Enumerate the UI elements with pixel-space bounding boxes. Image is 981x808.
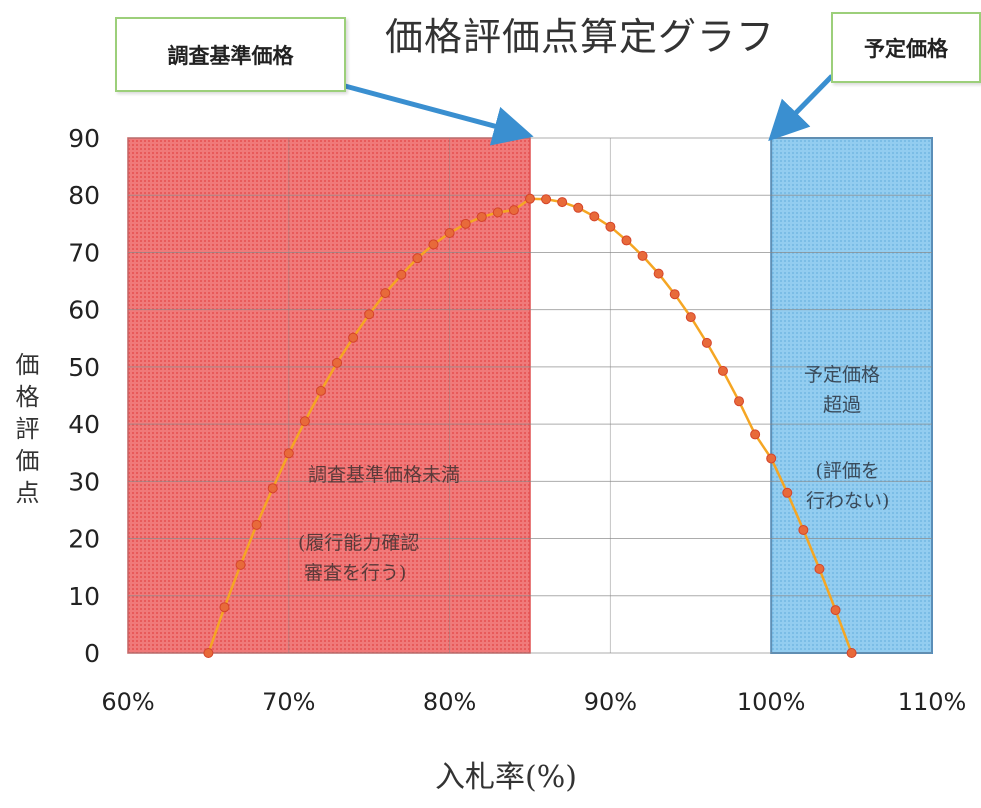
data-point [476,211,487,222]
y-tick-label: 50 [68,353,100,382]
y-tick-label: 90 [68,124,100,153]
data-point [283,448,294,459]
data-point [492,207,503,218]
x-tick-label: 90% [584,688,637,716]
y-tick-label: 10 [68,582,100,611]
not-evaluated-note: (評価を 行わない) [806,460,890,512]
data-point [701,337,712,348]
x-tick-label: 110% [898,688,967,716]
data-point [685,312,696,323]
data-point [203,648,214,658]
data-point [750,429,761,440]
data-point [460,218,471,229]
y-tick-label: 40 [68,410,100,439]
x-axis-label: 入札率(%) [435,760,577,795]
capability-review-note: (履行能力確認 審査を行う) [298,532,420,584]
data-point [573,202,584,213]
data-point [589,211,600,222]
data-point [734,396,745,407]
arrow-to-survey-price [344,83,534,146]
survey-base-price-callout: 調査基準価格 [115,17,346,92]
data-point [846,648,857,658]
y-axis-label: 価格評価点 [11,352,39,512]
data-point [541,194,552,205]
data-point [766,453,777,464]
data-point [412,253,423,264]
data-point [219,602,230,613]
y-axis-ticks: 0 10 20 30 40 50 60 70 80 90 [68,124,100,668]
y-tick-label: 0 [84,639,100,668]
x-tick-label: 60% [101,688,154,716]
data-point [267,483,278,494]
data-point [508,205,519,216]
region-over-planned-price [770,137,934,654]
x-tick-label: 80% [423,688,476,716]
data-point [669,289,680,300]
data-point [348,332,359,343]
data-point [396,269,407,280]
below-survey-price-label: 調査基準価格未満 [308,464,461,486]
arrow-to-planned-price [768,74,834,142]
data-point [315,385,326,396]
data-point [814,563,825,574]
data-point [428,239,439,250]
data-point [364,309,375,320]
y-tick-label: 60 [68,296,100,325]
y-tick-label: 80 [68,181,100,210]
y-tick-label: 20 [68,525,100,554]
data-point [557,197,568,208]
data-point [605,221,616,232]
data-point [621,235,632,246]
chart-title: 価格評価点算定グラフ [385,15,776,59]
data-point [444,227,455,238]
data-point [637,250,648,261]
over-planned-price-label: 予定価格 超過 [804,364,881,416]
x-tick-label: 70% [262,688,315,716]
x-axis-ticks: 60% 70% 80% 90% 100% 110% [101,688,966,716]
y-tick-label: 70 [68,238,100,267]
data-point [299,416,310,427]
data-point [798,524,809,535]
planned-price-callout: 予定価格 [831,12,981,83]
data-point [332,357,343,368]
data-point [830,605,841,616]
x-tick-label: 100% [737,688,806,716]
data-point [653,268,664,279]
data-point [251,519,262,530]
data-point [525,193,535,204]
data-point [717,365,728,376]
data-point [782,487,793,498]
data-point [235,559,246,570]
chart-series [203,193,857,658]
y-tick-label: 30 [68,467,100,496]
callout-arrows [344,74,834,146]
data-point [380,288,391,299]
